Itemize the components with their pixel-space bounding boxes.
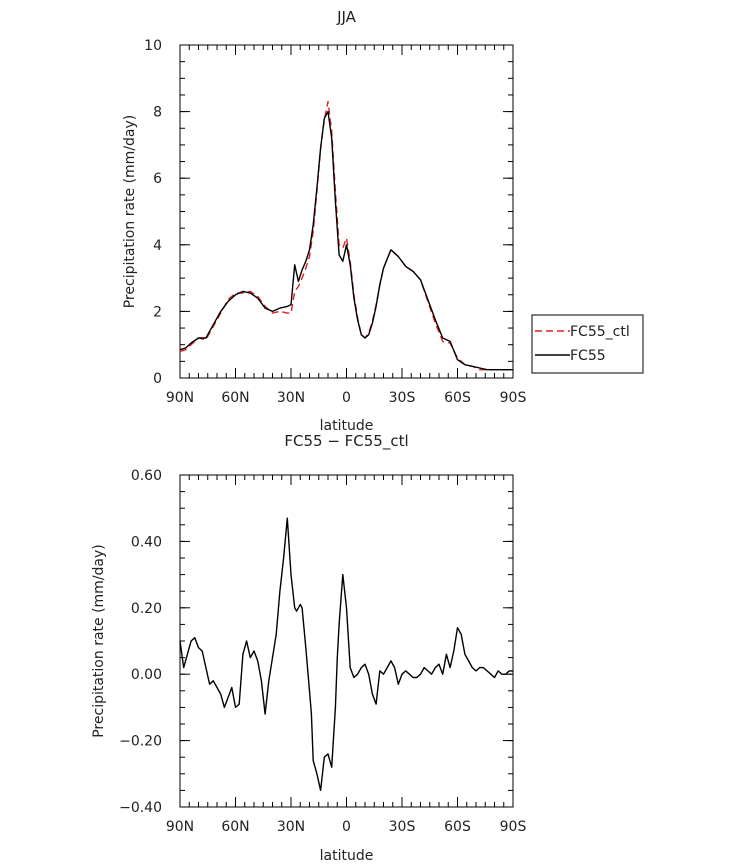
x-tick-label: 30S [389, 819, 416, 835]
x-tick-label: 90S [500, 819, 527, 835]
x-tick-label: 90S [500, 390, 527, 406]
chart-title: JJA [336, 8, 357, 26]
series-line-fc55 [179, 110, 513, 371]
x-axis-label: latitude [320, 418, 374, 434]
chart-panel-1: 90N 60N 30N 0 30S 60S 90S 0 2 4 6 8 10 JJA latitude Pre… [122, 8, 644, 434]
y-tick-label: 0.20 [131, 601, 162, 617]
x-tick-label: 60N [221, 819, 249, 835]
y-axis-label: Precipitation rate (mm/day) [91, 544, 107, 738]
x-tick-label: 30N [277, 390, 305, 406]
y-tick-label: 0.00 [131, 667, 162, 683]
y-tick-label: 4 [153, 238, 162, 254]
y-tick-label: −0.40 [119, 800, 162, 816]
y-tick-label: 2 [153, 304, 162, 320]
legend-box [531, 314, 644, 374]
x-axis-label: latitude [320, 848, 374, 864]
series-line-fc55-ctl [179, 100, 513, 371]
chart-title: FC55 − FC55_ctl [284, 432, 408, 451]
legend-label: FC55_ctl [570, 324, 630, 340]
x-tick-label: 0 [342, 390, 351, 406]
legend-label: FC55 [570, 348, 606, 364]
x-tick-label: 0 [342, 819, 351, 835]
x-tick-label: 60N [221, 390, 249, 406]
x-tick-label: 30N [277, 819, 305, 835]
y-tick-label: 0 [153, 371, 162, 387]
x-tick-label: 60S [444, 819, 471, 835]
plot-frame [179, 44, 514, 379]
y-tick-label: 0.40 [131, 534, 162, 550]
y-tick-label: −0.20 [119, 734, 162, 750]
y-axis-label: Precipitation rate (mm/day) [122, 115, 138, 309]
y-tick-label: 8 [153, 105, 162, 121]
chart-panel-2: 90N 60N 30N 0 30S 60S 90S −0.40 −0.20 0.00 0.20 0.4… [91, 432, 526, 864]
y-tick-label: 0.60 [131, 468, 162, 484]
x-tick-label: 60S [444, 390, 471, 406]
x-tick-label: 90N [166, 819, 194, 835]
series-line-1 [179, 517, 513, 792]
y-tick-label: 10 [144, 38, 162, 54]
x-tick-label: 90N [166, 390, 194, 406]
y-tick-label: 6 [153, 171, 162, 187]
x-tick-label: 30S [389, 390, 416, 406]
legend: FC55_ctl FC55 [531, 314, 644, 374]
